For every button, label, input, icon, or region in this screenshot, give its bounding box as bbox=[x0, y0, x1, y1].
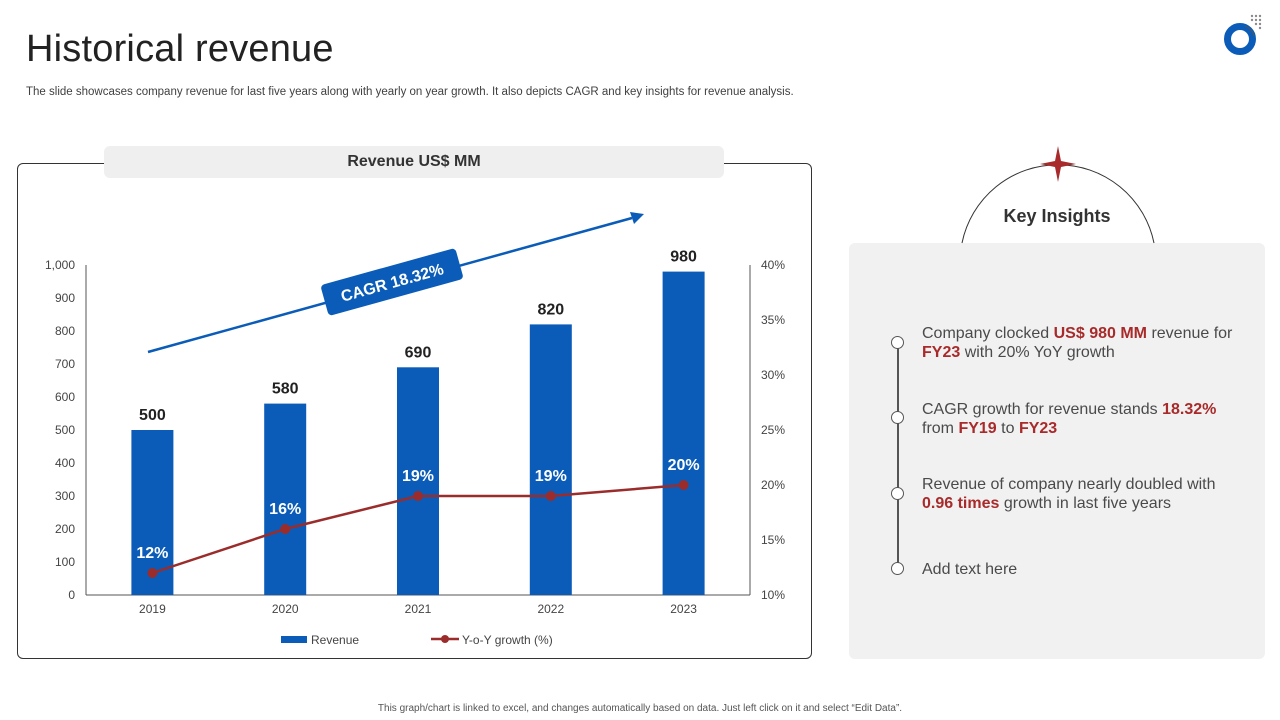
revenue-bar bbox=[529, 324, 572, 595]
legend-label-growth: Y-o-Y growth (%) bbox=[462, 633, 553, 647]
y-left-tick-label: 1,000 bbox=[45, 258, 75, 272]
growth-point bbox=[545, 491, 556, 501]
growth-value-label: 19% bbox=[402, 468, 434, 485]
logo-icon bbox=[1224, 14, 1262, 55]
slide-subtitle: The slide showcases company revenue for … bbox=[26, 86, 794, 98]
insight-item: Company clocked US$ 980 MM revenue for F… bbox=[922, 325, 1233, 361]
footer-note: This graph/chart is linked to excel, and… bbox=[377, 703, 903, 714]
x-tick-label: 2023 bbox=[670, 602, 697, 616]
revenue-bar bbox=[264, 403, 307, 595]
timeline-dot bbox=[891, 336, 904, 349]
bar-value-label: 690 bbox=[405, 344, 432, 361]
cagr-arrowhead bbox=[630, 212, 644, 224]
growth-value-label: 12% bbox=[136, 545, 168, 562]
timeline-dot bbox=[891, 562, 904, 575]
bar-value-label: 820 bbox=[537, 301, 564, 318]
revenue-bar bbox=[662, 271, 705, 595]
y-left-tick-label: 200 bbox=[55, 522, 75, 536]
bar-value-label: 500 bbox=[139, 407, 166, 424]
y-right-tick-label: 35% bbox=[761, 313, 785, 327]
cagr-badge: CAGR 18.32% bbox=[321, 248, 463, 316]
growth-point bbox=[147, 568, 158, 578]
cagr-badge-bg bbox=[321, 248, 463, 316]
y-right-tick-label: 30% bbox=[761, 368, 785, 382]
insight-item: Add text here bbox=[922, 561, 1018, 578]
y-right-tick-label: 25% bbox=[761, 423, 785, 437]
timeline-line bbox=[897, 343, 899, 569]
insight-item: Revenue of company nearly doubled with 0… bbox=[922, 476, 1216, 512]
x-tick-label: 2020 bbox=[272, 602, 299, 616]
growth-point bbox=[413, 491, 423, 501]
bar-value-label: 580 bbox=[272, 381, 299, 398]
y-left-tick-label: 300 bbox=[55, 489, 75, 503]
slide-title: Historical revenue bbox=[26, 28, 334, 70]
y-left-tick-label: 100 bbox=[55, 555, 75, 569]
y-left-tick-label: 400 bbox=[55, 456, 75, 470]
revenue-bar bbox=[397, 367, 439, 595]
y-left-tick-label: 600 bbox=[55, 390, 75, 404]
y-left-tick-label: 500 bbox=[55, 423, 75, 437]
insight-item: CAGR growth for revenue stands 18.32% fr… bbox=[922, 401, 1217, 437]
growth-point bbox=[280, 524, 291, 534]
y-right-tick-label: 40% bbox=[761, 258, 785, 272]
growth-point bbox=[678, 480, 689, 490]
insights-title: Key Insights bbox=[1003, 206, 1111, 226]
x-tick-label: 2022 bbox=[537, 602, 564, 616]
x-tick-label: 2021 bbox=[405, 602, 432, 616]
y-right-tick-label: 15% bbox=[761, 533, 785, 547]
y-left-tick-label: 800 bbox=[55, 324, 75, 338]
y-left-tick-label: 700 bbox=[55, 357, 75, 371]
y-left-tick-label: 900 bbox=[55, 291, 75, 305]
star-icon bbox=[1040, 146, 1076, 182]
legend-marker-growth bbox=[441, 635, 449, 643]
growth-value-label: 19% bbox=[535, 468, 567, 485]
growth-value-label: 20% bbox=[668, 457, 700, 474]
y-left-tick-label: 0 bbox=[68, 588, 75, 602]
chart-title: Revenue US$ MM bbox=[104, 146, 724, 178]
x-tick-label: 2019 bbox=[139, 602, 166, 616]
y-right-tick-label: 10% bbox=[761, 588, 785, 602]
timeline-dot bbox=[891, 411, 904, 424]
growth-value-label: 16% bbox=[269, 501, 301, 518]
y-right-tick-label: 20% bbox=[761, 478, 785, 492]
legend-label-revenue: Revenue bbox=[311, 633, 359, 647]
timeline-dot bbox=[891, 487, 904, 500]
legend-swatch-revenue bbox=[281, 636, 307, 643]
insights-panel bbox=[849, 243, 1265, 659]
bar-value-label: 980 bbox=[670, 249, 697, 266]
insights-arc bbox=[961, 146, 1155, 244]
